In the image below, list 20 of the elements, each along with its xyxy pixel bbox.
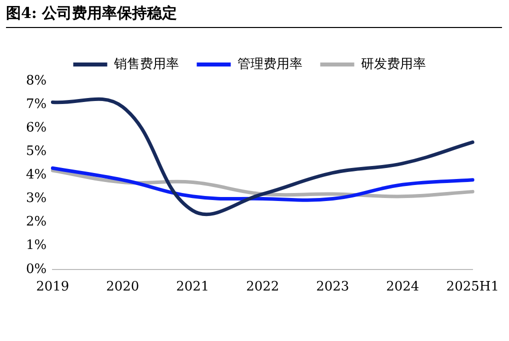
chart-title: 图4: 公司费用率保持稳定 — [6, 4, 502, 28]
legend-label: 销售费用率 — [112, 56, 179, 72]
x-tick-label: 2020 — [106, 280, 140, 295]
y-tick-label: 5% — [26, 144, 47, 160]
x-tick-label: 2021 — [176, 280, 210, 295]
x-tick-label: 2025H1 — [446, 280, 500, 295]
y-tick-label: 3% — [26, 191, 47, 206]
legend-label: 管理费用率 — [237, 56, 302, 72]
y-tick-label: 0% — [26, 262, 47, 277]
x-tick-label: 2019 — [36, 280, 70, 295]
legend-label: 研发费用率 — [360, 56, 426, 72]
y-tick-label: 4% — [26, 168, 47, 183]
y-tick-label: 1% — [26, 238, 47, 254]
y-tick-label: 6% — [26, 120, 47, 136]
y-tick-label: 7% — [26, 96, 47, 112]
x-tick-label: 2023 — [316, 280, 350, 295]
y-tick-label: 2% — [26, 214, 47, 230]
x-tick-label: 2024 — [386, 280, 420, 295]
y-tick-label: 8% — [26, 73, 47, 88]
x-tick-label: 2022 — [246, 280, 280, 295]
